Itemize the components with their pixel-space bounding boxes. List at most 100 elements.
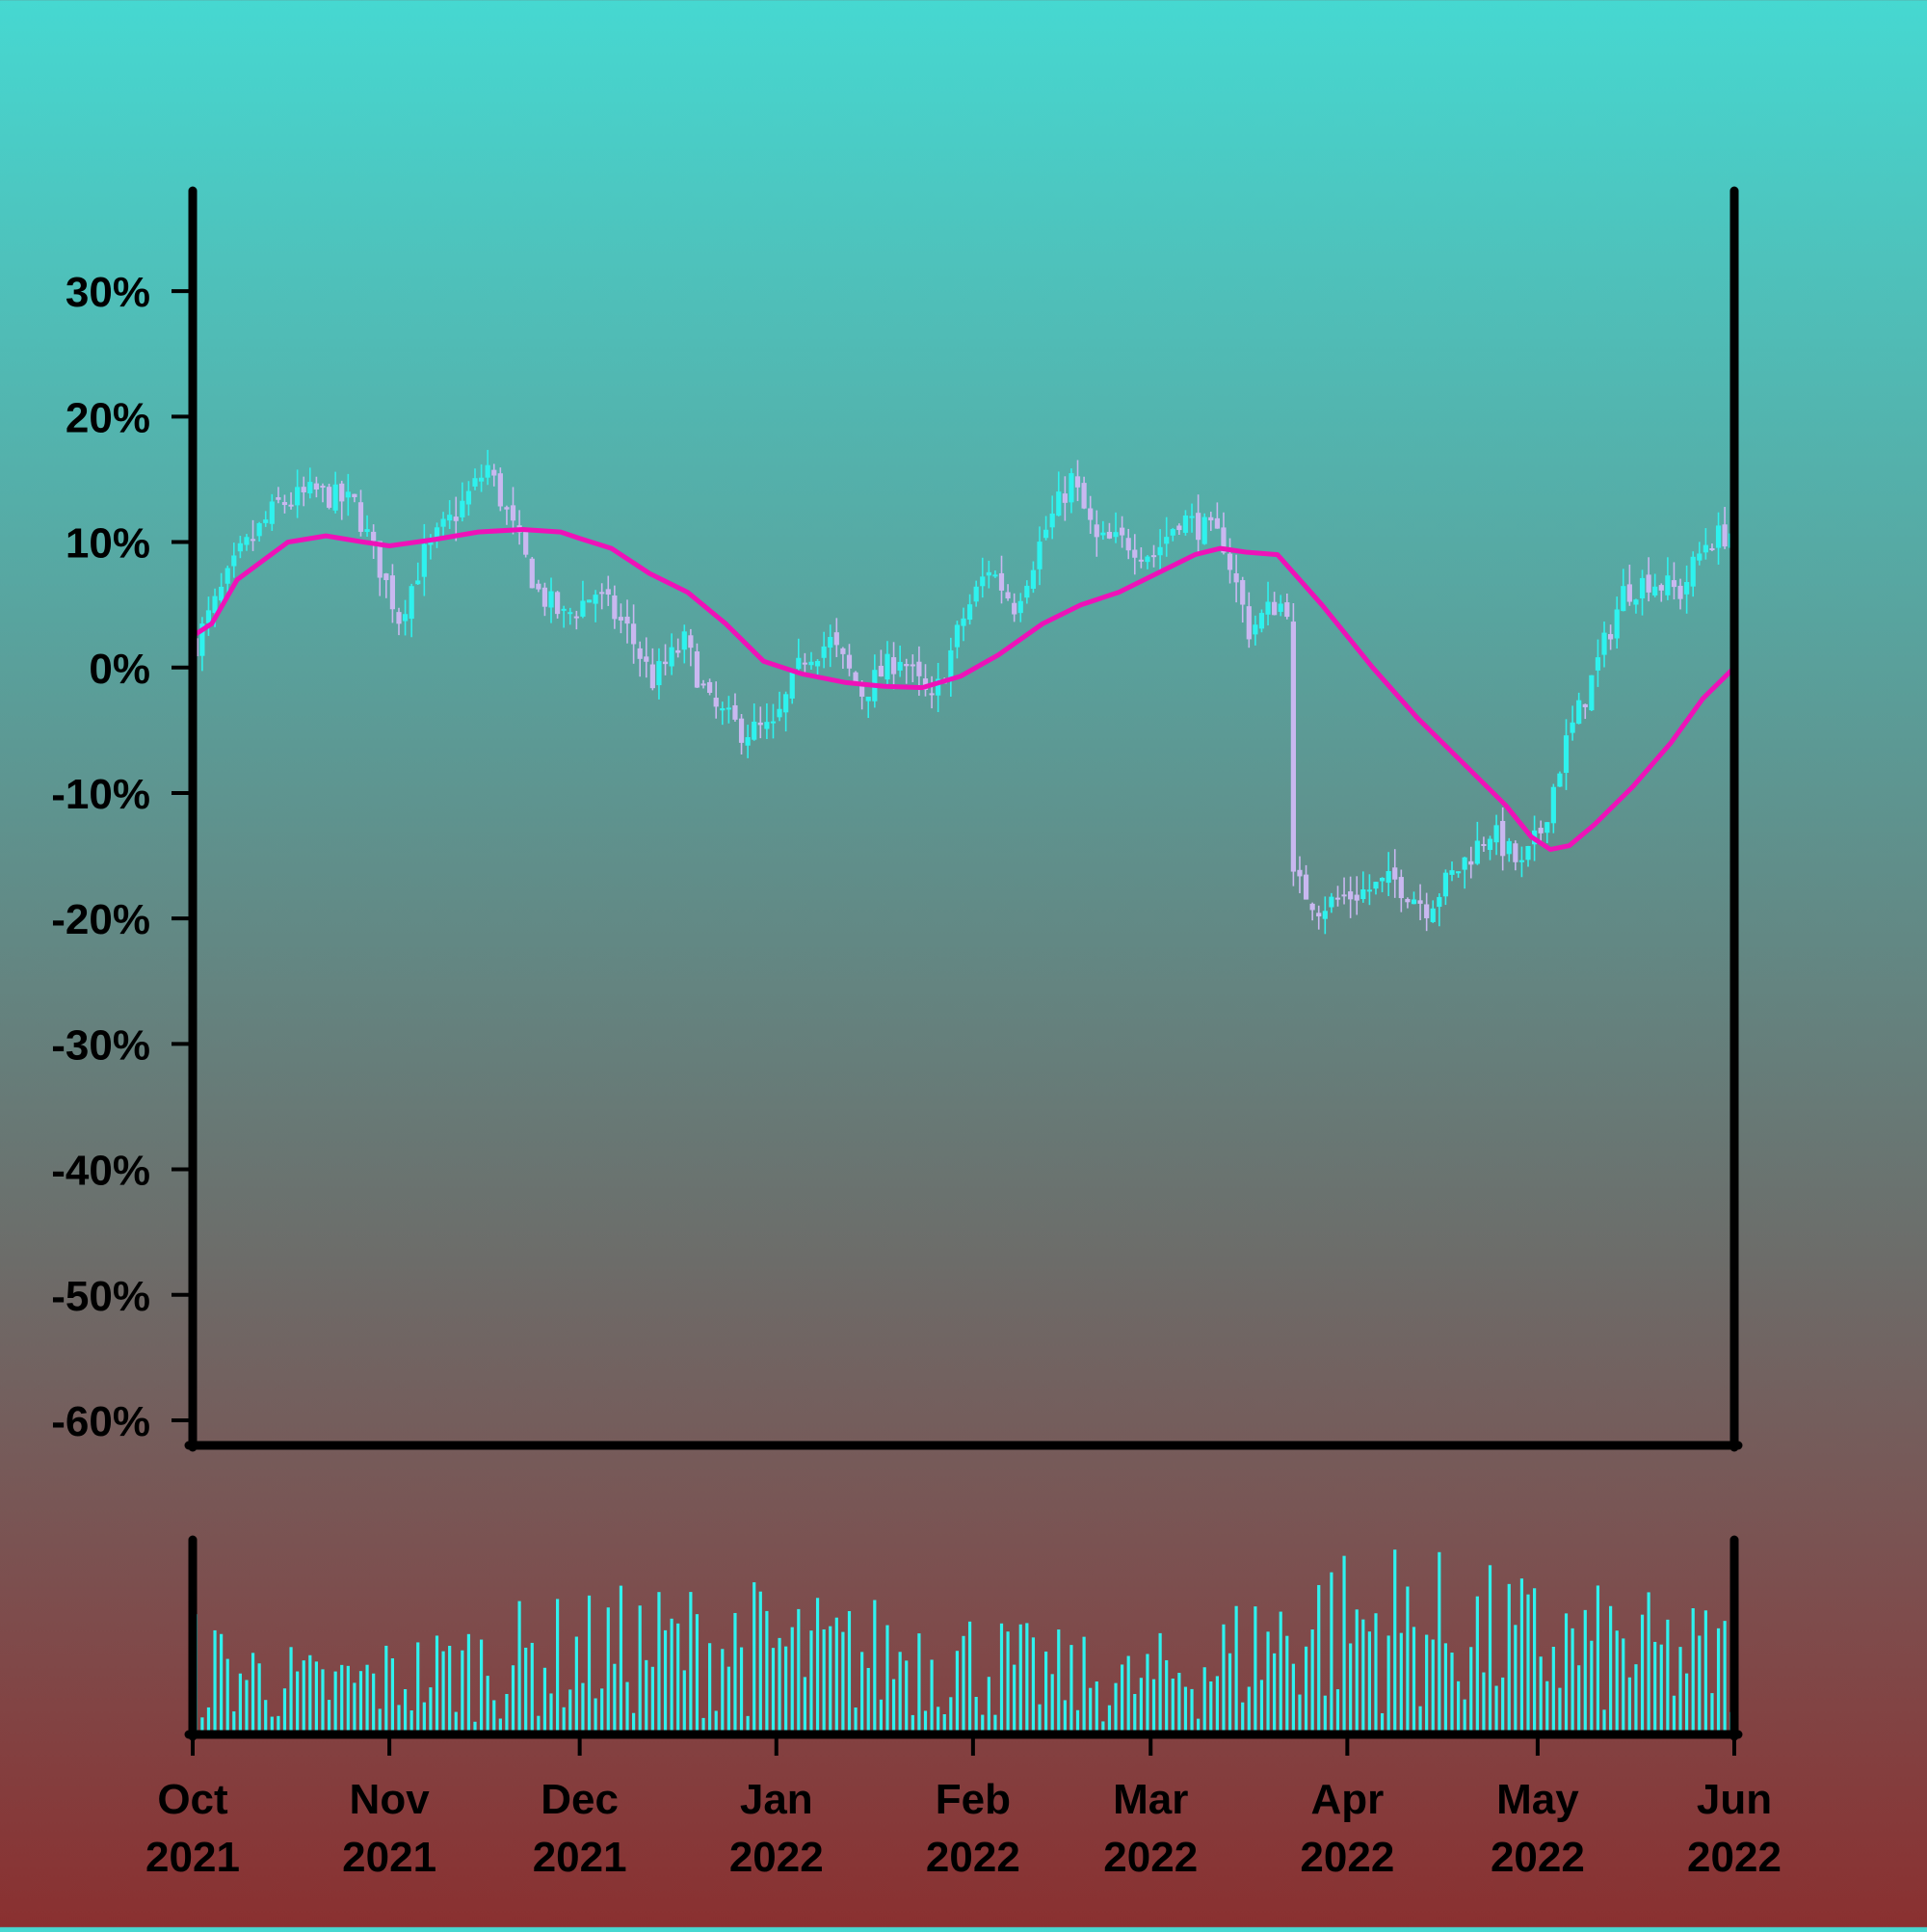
volume-bar <box>1698 1635 1702 1734</box>
volume-bar <box>409 1710 413 1734</box>
volume-bar <box>955 1651 960 1734</box>
volume-bar <box>542 1667 547 1734</box>
volume-bar <box>1234 1605 1238 1734</box>
candle <box>1043 516 1049 541</box>
volume-bar <box>987 1677 990 1734</box>
candle <box>320 483 326 503</box>
candle <box>561 605 567 628</box>
candle <box>631 604 637 664</box>
volume-bar <box>1057 1629 1061 1734</box>
x-tick-label-year: 2022 <box>926 1834 1020 1881</box>
candle <box>478 463 485 492</box>
candle-body <box>1442 872 1449 897</box>
candle <box>1709 543 1715 552</box>
volume-bar <box>206 1707 211 1734</box>
volume-bar <box>993 1714 997 1734</box>
volume-bar <box>1247 1686 1251 1734</box>
volume-bar <box>752 1582 756 1734</box>
candle <box>828 624 833 668</box>
candle-body <box>1005 592 1011 599</box>
volume-bar <box>365 1664 369 1734</box>
candle-body <box>1164 537 1170 544</box>
candle-body <box>922 678 929 690</box>
volume-bar <box>505 1694 509 1734</box>
candle-body <box>789 672 795 699</box>
candle-body <box>256 522 262 537</box>
candle-body <box>1506 840 1512 855</box>
candle-body <box>688 635 694 648</box>
volume-bar <box>695 1614 700 1734</box>
candle <box>980 557 986 598</box>
candle-body <box>434 527 440 541</box>
x-axis-ticks: Oct 2021 Nov 2021 Dec 2021 Jan 2022 Feb 2022 Mar 20… <box>145 1738 1782 1881</box>
volume-bar <box>1050 1674 1054 1734</box>
candle <box>1201 513 1207 545</box>
volume-bar <box>1317 1584 1321 1734</box>
volume-bar <box>1298 1694 1302 1734</box>
volume-bar <box>1089 1687 1093 1734</box>
volume-bar <box>397 1705 401 1734</box>
y-tick-label: 10% <box>66 520 150 568</box>
candle-body <box>237 543 243 552</box>
y-tick-label: 30% <box>66 269 150 316</box>
candle <box>1500 807 1506 871</box>
candle-body <box>1176 525 1182 531</box>
volume-bar <box>891 1679 896 1734</box>
candle-body <box>345 491 351 498</box>
candle <box>1589 675 1595 712</box>
volume-bar <box>429 1687 433 1734</box>
candle-body <box>1081 483 1087 509</box>
candle-body <box>1196 513 1201 541</box>
volume-bar <box>847 1610 852 1734</box>
volume-bar <box>1558 1687 1562 1734</box>
candle <box>1424 892 1430 932</box>
candle <box>929 675 935 709</box>
candle-body <box>1120 527 1125 536</box>
volume-bar <box>784 1646 788 1734</box>
candle-body <box>1182 516 1189 533</box>
volume-bar <box>1482 1672 1486 1734</box>
candle-body <box>586 599 593 603</box>
candle-body <box>1049 513 1055 528</box>
candle-body <box>1570 722 1575 733</box>
candle-body <box>1012 602 1017 615</box>
candle <box>1462 857 1467 889</box>
volume-bar <box>1209 1681 1213 1734</box>
candle <box>1449 861 1455 882</box>
candle-body <box>1348 891 1354 900</box>
candle <box>700 679 706 689</box>
candle-body <box>713 698 719 707</box>
candle-body <box>541 587 548 607</box>
candle <box>295 469 301 518</box>
volume-bar <box>1139 1678 1143 1734</box>
volume-bar <box>340 1664 344 1734</box>
candle-body <box>421 543 427 577</box>
volume-bar <box>999 1623 1004 1734</box>
volume-bar <box>1393 1549 1397 1734</box>
candle <box>1639 569 1646 616</box>
volume-bar <box>1165 1659 1169 1734</box>
candle <box>1069 468 1074 514</box>
volume-bar <box>645 1659 648 1734</box>
candle-body <box>745 736 751 746</box>
candle-body <box>1221 527 1227 553</box>
volume-bar <box>905 1660 909 1734</box>
volume-bar <box>498 1718 502 1734</box>
candle <box>1233 554 1239 603</box>
candle-body <box>777 708 782 718</box>
candle-body <box>1074 476 1081 488</box>
volume-bar <box>333 1671 337 1734</box>
candle <box>1138 546 1144 569</box>
candle <box>624 599 630 644</box>
candle-body <box>1316 913 1322 917</box>
candle-body <box>694 651 700 688</box>
volume-bar <box>619 1585 623 1734</box>
volume-bar <box>854 1707 858 1734</box>
candle-body <box>1379 877 1386 882</box>
volume-bar <box>778 1637 781 1734</box>
candle-body <box>828 636 833 648</box>
candle-body <box>1201 516 1207 544</box>
candle <box>1671 562 1677 600</box>
volume-bar <box>1279 1611 1282 1734</box>
candle-body <box>624 616 630 624</box>
